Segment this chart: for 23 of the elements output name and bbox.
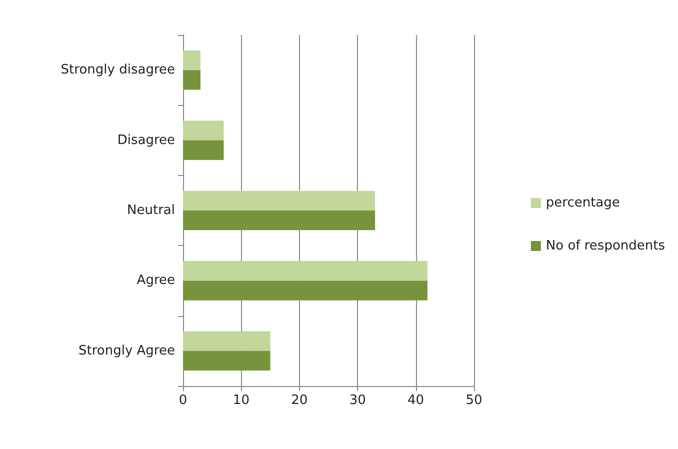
legend-label: No of respondents [546, 238, 666, 254]
bar [183, 70, 200, 90]
y-tick-label: Agree [136, 273, 175, 288]
bar [183, 190, 376, 210]
bar [183, 210, 376, 230]
x-tick-label: 40 [408, 393, 424, 408]
bar [183, 140, 224, 160]
bar [183, 280, 428, 300]
x-tick-label: 30 [349, 393, 366, 408]
y-tick-label: Strongly disagree [60, 62, 175, 78]
bar [183, 350, 270, 371]
bar [183, 331, 270, 351]
y-tick-label: Strongly Agree [78, 343, 175, 358]
y-tick-label: Disagree [117, 132, 175, 148]
legend-label: percentage [546, 196, 620, 210]
y-tick-label: Neutral [127, 203, 175, 218]
x-tick-label: 10 [232, 393, 250, 408]
x-tick-label: 50 [466, 393, 482, 408]
x-tick-label: 20 [291, 393, 308, 408]
bar [183, 120, 224, 140]
x-tick-label: 0 [178, 393, 188, 408]
bar [183, 261, 428, 281]
bar [183, 50, 200, 70]
